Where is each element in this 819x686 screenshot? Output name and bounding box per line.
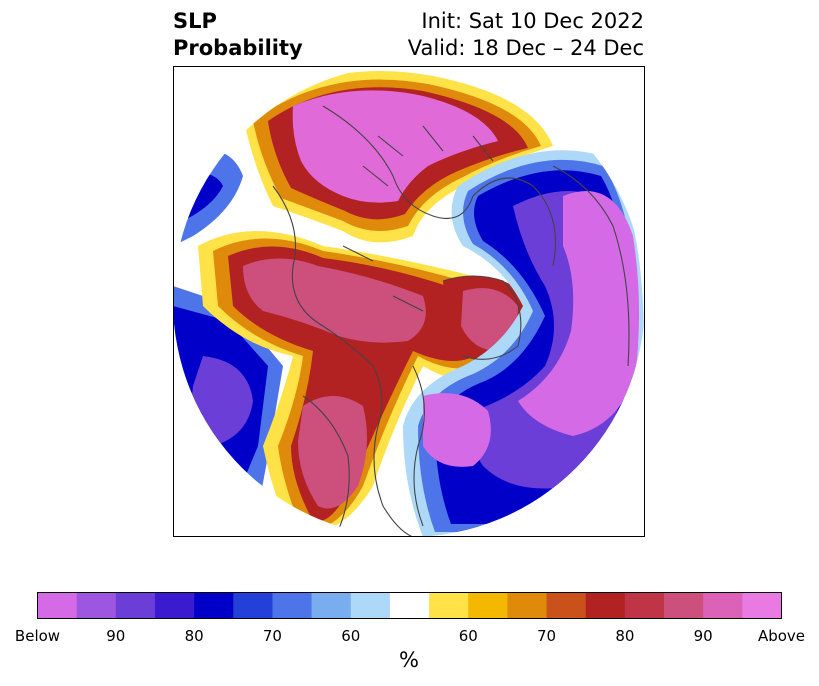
title-left: SLP Probability bbox=[173, 8, 303, 62]
colorbar-swatch bbox=[429, 592, 469, 619]
colorbar-swatch bbox=[350, 592, 391, 619]
colorbar-tick-label: 80 bbox=[615, 627, 635, 645]
init-date: Init: Sat 10 Dec 2022 bbox=[421, 9, 644, 33]
colorbar-swatch bbox=[389, 592, 430, 619]
title-slp: SLP bbox=[173, 9, 217, 33]
contour-field bbox=[173, 66, 645, 537]
colorbar-swatch bbox=[272, 592, 312, 619]
colorbar-swatch bbox=[664, 592, 704, 619]
colorbar-tick-label: 90 bbox=[106, 627, 126, 645]
colorbar-swatch bbox=[468, 592, 508, 619]
colorbar-tick-label: 90 bbox=[693, 627, 713, 645]
colorbar-swatch bbox=[115, 592, 156, 619]
colorbar-swatch bbox=[76, 592, 117, 619]
colorbar-tick-label: 70 bbox=[262, 627, 282, 645]
colorbar-swatch bbox=[624, 592, 665, 619]
colorbar-swatch bbox=[311, 592, 352, 619]
probability-map bbox=[173, 66, 645, 537]
title-probability: Probability bbox=[173, 36, 303, 60]
colorbar-border bbox=[37, 592, 782, 619]
colorbar-swatch bbox=[37, 592, 77, 619]
colorbar-tick-label: Above bbox=[757, 627, 806, 645]
title-right: Init: Sat 10 Dec 2022 Valid: 18 Dec – 24… bbox=[408, 8, 644, 62]
colorbar bbox=[37, 592, 782, 619]
colorbar-swatch bbox=[194, 592, 234, 619]
map-frame bbox=[173, 66, 645, 537]
colorbar-swatch bbox=[507, 592, 547, 619]
colorbar-tick-label: 60 bbox=[458, 627, 478, 645]
colorbar-swatch bbox=[546, 592, 587, 619]
colorbar-swatch bbox=[585, 592, 626, 619]
coastlines bbox=[272, 105, 630, 537]
colorbar-swatch bbox=[233, 592, 273, 619]
colorbar-swatch bbox=[703, 592, 743, 619]
colorbar-swatch bbox=[742, 592, 782, 619]
colorbar-tick-label: 80 bbox=[184, 627, 204, 645]
valid-range: Valid: 18 Dec – 24 Dec bbox=[407, 36, 644, 60]
colorbar-tick-label: 60 bbox=[341, 627, 361, 645]
colorbar-swatch bbox=[154, 592, 195, 619]
colorbar-tick-label: Below bbox=[14, 627, 61, 645]
colorbar-tick-label: 70 bbox=[537, 627, 557, 645]
colorbar-unit: % bbox=[399, 648, 419, 672]
